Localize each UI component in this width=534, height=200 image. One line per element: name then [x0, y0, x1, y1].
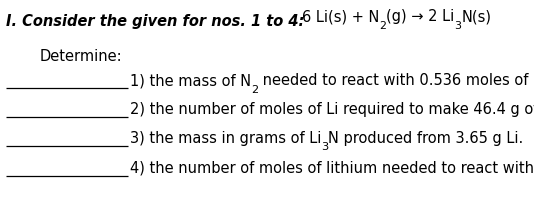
Text: 2: 2: [379, 21, 386, 31]
Text: 3) the mass in grams of Li: 3) the mass in grams of Li: [130, 130, 321, 145]
Text: Determine:: Determine:: [40, 49, 123, 63]
Text: 2: 2: [251, 85, 258, 95]
Text: 4) the number of moles of lithium needed to react with 7.00 grams of N: 4) the number of moles of lithium needed…: [130, 160, 534, 175]
Text: (g) → 2 Li: (g) → 2 Li: [386, 9, 454, 24]
Text: I. Consider the given for nos. 1 to 4:: I. Consider the given for nos. 1 to 4:: [6, 14, 305, 28]
Text: 3: 3: [321, 142, 328, 152]
Text: N(s): N(s): [461, 9, 491, 24]
Text: N produced from 3.65 g Li.: N produced from 3.65 g Li.: [328, 130, 524, 145]
Text: 2) the number of moles of Li required to make 46.4 g of Li: 2) the number of moles of Li required to…: [130, 101, 534, 116]
Text: 1) the mass of N: 1) the mass of N: [130, 73, 251, 88]
Text: needed to react with 0.536 moles of Li.: needed to react with 0.536 moles of Li.: [258, 73, 534, 88]
Text: 3: 3: [454, 21, 461, 31]
Text: 6 Li(s) + N: 6 Li(s) + N: [302, 9, 379, 24]
